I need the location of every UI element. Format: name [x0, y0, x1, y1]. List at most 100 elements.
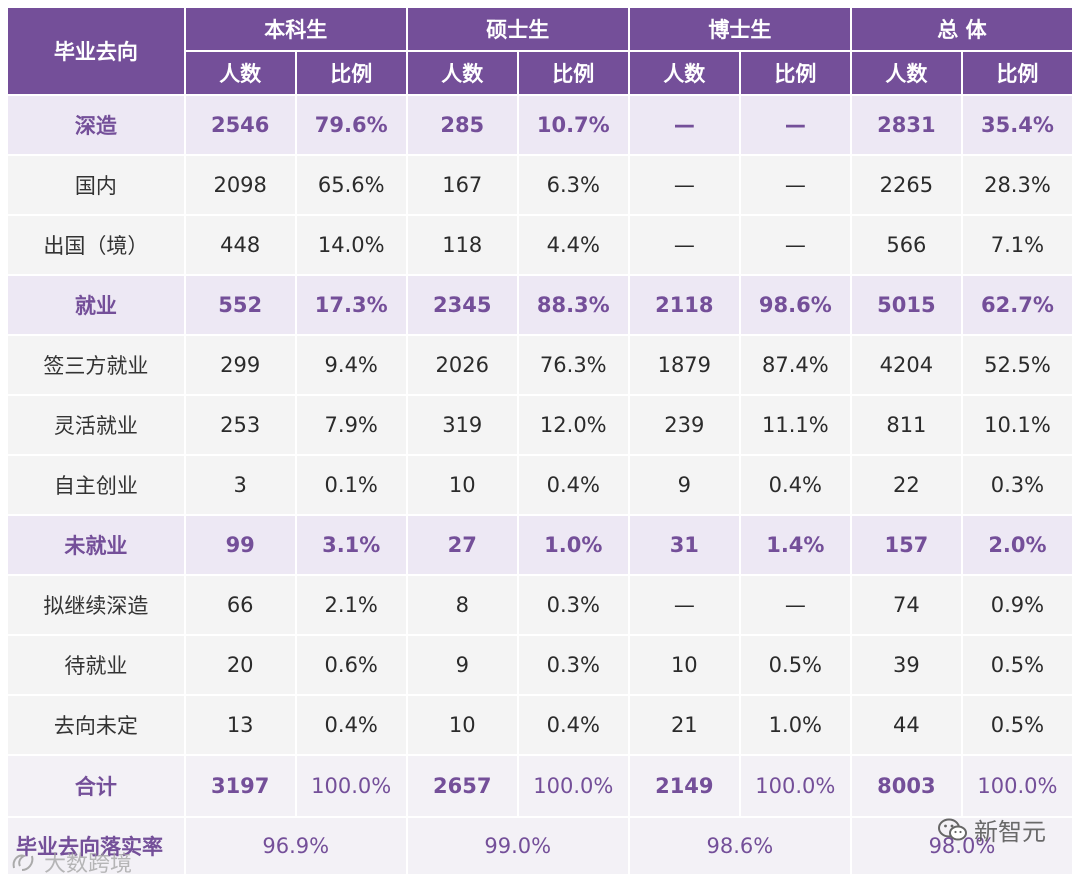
ratio-cell: 10.7% [518, 96, 628, 154]
ratio-cell: 11.1% [740, 396, 850, 454]
ratio-cell: 0.5% [740, 636, 850, 694]
table-row: 签三方就业 299 9.4% 2026 76.3% 1879 87.4% 4204 52.5% [8, 336, 1072, 394]
ratio-cell: 2.1% [296, 576, 406, 634]
placement-rate-undergrad: 96.9% [185, 818, 406, 874]
table-row: 出国（境） 448 14.0% 118 4.4% — —566 7.1% [8, 216, 1072, 274]
ratio-cell: 0.1% [296, 456, 406, 514]
ratio-cell: 35.4% [962, 96, 1072, 154]
count-cell: 253 [185, 396, 295, 454]
count-cell: — [629, 96, 739, 154]
ratio-cell: 87.4% [740, 336, 850, 394]
count-cell: 2026 [407, 336, 517, 394]
row-label: 国内 [8, 156, 184, 214]
count-cell: 10 [407, 696, 517, 754]
placement-rate-row: 毕业去向落实率 96.9% 99.0% 98.6% 98.0% [8, 818, 1072, 874]
count-cell: 3197 [185, 756, 295, 816]
row-label: 出国（境） [8, 216, 184, 274]
count-cell: 299 [185, 336, 295, 394]
ratio-cell: 62.7% [962, 276, 1072, 334]
count-cell: 3 [185, 456, 295, 514]
watermark-left: 大数跨境 [10, 846, 132, 880]
ratio-cell: 100.0% [962, 756, 1072, 816]
category-row: 深造 2546 79.6% 285 10.7% — —2831 35.4% [8, 96, 1072, 154]
ratio-cell: 2.0% [962, 516, 1072, 574]
ratio-cell: 9.4% [296, 336, 406, 394]
ratio-cell: 14.0% [296, 216, 406, 274]
table-row: 国内 2098 65.6% 167 6.3% — —2265 28.3% [8, 156, 1072, 214]
row-label: 待就业 [8, 636, 184, 694]
ratio-cell: — [740, 96, 850, 154]
count-cell: 118 [407, 216, 517, 274]
count-cell: 13 [185, 696, 295, 754]
category-row: 未就业 99 3.1% 27 1.0% 31 1.4% 157 2.0% [8, 516, 1072, 574]
count-cell: 2345 [407, 276, 517, 334]
ratio-cell: 7.9% [296, 396, 406, 454]
count-cell: 10 [629, 636, 739, 694]
subheader-count: 人数 [185, 52, 295, 94]
ratio-cell: 65.6% [296, 156, 406, 214]
header-destination: 毕业去向 [8, 8, 184, 94]
count-cell: 2546 [185, 96, 295, 154]
subheader-count: 人数 [407, 52, 517, 94]
ratio-cell: 98.6% [740, 276, 850, 334]
watermark-right-text: 新智元 [974, 818, 1046, 846]
count-cell: 2657 [407, 756, 517, 816]
count-cell: 20 [185, 636, 295, 694]
header-group-total: 总 体 [851, 8, 1072, 50]
ratio-cell: 100.0% [296, 756, 406, 816]
placement-rate-master: 99.0% [407, 818, 628, 874]
ratio-cell: 0.3% [962, 456, 1072, 514]
ratio-cell: 17.3% [296, 276, 406, 334]
header-group-undergrad: 本科生 [185, 8, 406, 50]
ratio-cell: 10.1% [962, 396, 1072, 454]
count-cell: 8003 [851, 756, 961, 816]
count-cell: 2265 [851, 156, 961, 214]
ratio-cell: — [740, 576, 850, 634]
ratio-cell: 100.0% [740, 756, 850, 816]
count-cell: 4204 [851, 336, 961, 394]
ratio-cell: 7.1% [962, 216, 1072, 274]
ratio-cell: 1.0% [740, 696, 850, 754]
ratio-cell: 28.3% [962, 156, 1072, 214]
category-row: 就业 552 17.3% 2345 88.3% 2118 98.6% 5015 62.7% [8, 276, 1072, 334]
count-cell: 22 [851, 456, 961, 514]
count-cell: — [629, 156, 739, 214]
ratio-cell: 79.6% [296, 96, 406, 154]
count-cell: 31 [629, 516, 739, 574]
ratio-cell: 12.0% [518, 396, 628, 454]
total-row: 合计 3197 100.0% 2657 100.0% 2149 100.0% 8003 100.… [8, 756, 1072, 816]
count-cell: 21 [629, 696, 739, 754]
row-label: 拟继续深造 [8, 576, 184, 634]
ratio-cell: — [740, 156, 850, 214]
table-body: 深造 2546 79.6% 285 10.7% — —2831 35.4% 国内 2098 65.6… [8, 96, 1072, 874]
count-cell: 27 [407, 516, 517, 574]
header-group-master: 硕士生 [407, 8, 628, 50]
count-cell: 566 [851, 216, 961, 274]
ratio-cell: 76.3% [518, 336, 628, 394]
count-cell: — [629, 216, 739, 274]
ratio-cell: 0.4% [740, 456, 850, 514]
subheader-ratio: 比例 [518, 52, 628, 94]
ratio-cell: 0.5% [962, 696, 1072, 754]
count-cell: 2098 [185, 156, 295, 214]
count-cell: 552 [185, 276, 295, 334]
ratio-cell: 100.0% [518, 756, 628, 816]
ratio-cell: 0.6% [296, 636, 406, 694]
count-cell: 74 [851, 576, 961, 634]
count-cell: 157 [851, 516, 961, 574]
ratio-cell: 0.3% [518, 576, 628, 634]
count-cell: 448 [185, 216, 295, 274]
ratio-cell: 4.4% [518, 216, 628, 274]
subheader-ratio: 比例 [296, 52, 406, 94]
ratio-cell: 0.3% [518, 636, 628, 694]
table-row: 自主创业 3 0.1% 10 0.4% 9 0.4% 22 0.3% [8, 456, 1072, 514]
ratio-cell: — [740, 216, 850, 274]
ratio-cell: 0.4% [518, 696, 628, 754]
watermark-left-text: 大数跨境 [44, 852, 133, 877]
subheader-count: 人数 [629, 52, 739, 94]
count-cell: 5015 [851, 276, 961, 334]
row-label: 自主创业 [8, 456, 184, 514]
ratio-cell: 52.5% [962, 336, 1072, 394]
ratio-cell: 6.3% [518, 156, 628, 214]
wechat-icon [938, 817, 968, 849]
